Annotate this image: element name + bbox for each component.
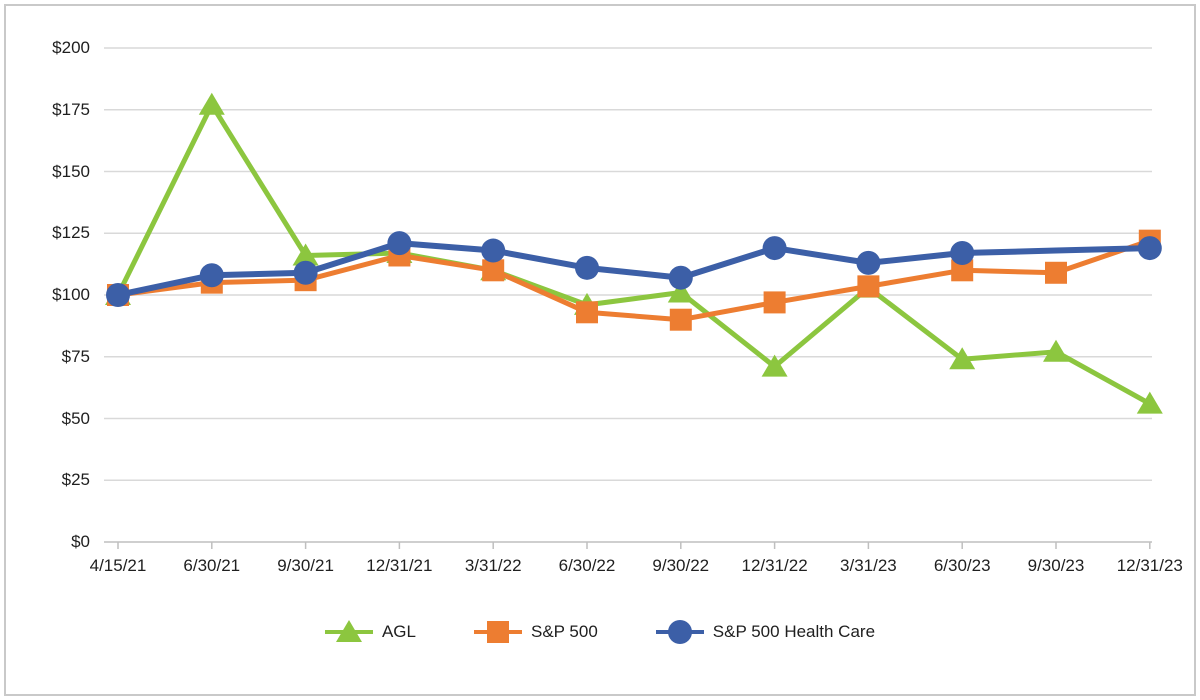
square-marker-s-p-500 bbox=[482, 259, 505, 282]
y-axis-tick-label: $175 bbox=[52, 99, 90, 119]
x-axis-tick-label: 9/30/22 bbox=[652, 556, 710, 575]
x-axis-tick-label: 9/30/23 bbox=[1027, 556, 1085, 575]
y-axis-tick-label: $25 bbox=[61, 470, 90, 490]
circle-legend-marker-icon bbox=[655, 619, 704, 645]
circle-marker-s-p-500-health-care bbox=[1137, 236, 1162, 261]
triangle-marker-agl bbox=[949, 347, 976, 370]
square-legend-marker-icon bbox=[474, 619, 522, 645]
circle-marker-s-p-500-health-care bbox=[762, 236, 787, 261]
circle-marker-s-p-500-health-care bbox=[668, 265, 693, 290]
x-axis-tick-label: 12/31/21 bbox=[366, 556, 433, 575]
circle-marker-s-p-500-health-care bbox=[106, 283, 130, 307]
triangle-marker-agl bbox=[1043, 339, 1069, 362]
legend-label: S&P 500 Health Care bbox=[712, 622, 876, 641]
square-marker-s-p-500 bbox=[951, 259, 974, 282]
x-axis-tick-label: 6/30/21 bbox=[183, 556, 241, 575]
legend-marker bbox=[335, 620, 362, 642]
x-axis-tick-label: 9/30/21 bbox=[277, 556, 334, 575]
circle-marker-s-p-500-health-care bbox=[950, 241, 975, 266]
y-axis-tick-label: $125 bbox=[52, 223, 90, 243]
x-axis-tick-label: 3/31/23 bbox=[840, 556, 897, 575]
legend-item-s-p-500-health-care: S&P 500 Health Care bbox=[655, 619, 876, 645]
y-axis-tick-label: $0 bbox=[71, 532, 90, 551]
triangle-marker-agl bbox=[1136, 391, 1163, 414]
circle-marker-s-p-500-health-care bbox=[481, 238, 506, 263]
legend-marker bbox=[487, 621, 509, 643]
triangle-marker-agl bbox=[292, 243, 319, 266]
circle-marker-s-p-500-health-care bbox=[575, 255, 599, 280]
legend-item-agl: AGL bbox=[324, 619, 416, 645]
square-marker-s-p-500 bbox=[763, 291, 786, 314]
y-axis-tick-label: $100 bbox=[52, 285, 90, 304]
circle-marker-s-p-500-health-care bbox=[199, 263, 224, 288]
triangle-marker-agl bbox=[198, 92, 225, 115]
x-axis-tick-label: 4/15/21 bbox=[89, 556, 147, 575]
series-line-s-p-500 bbox=[115, 238, 1153, 323]
y-axis-tick-label: $50 bbox=[61, 408, 90, 428]
circle-marker-s-p-500-health-care bbox=[856, 250, 881, 275]
square-marker-s-p-500 bbox=[669, 308, 692, 331]
x-axis-tick-label: 6/30/22 bbox=[558, 556, 616, 575]
legend-item-s-p-500: S&P 500 bbox=[474, 619, 598, 645]
x-axis-tick-label: 12/31/22 bbox=[741, 556, 808, 575]
legend-marker bbox=[667, 620, 692, 644]
y-axis-tick-label: $150 bbox=[52, 161, 90, 181]
triangle-legend-marker-icon bbox=[324, 619, 373, 645]
x-axis-tick-label: 12/31/23 bbox=[1116, 556, 1183, 575]
x-axis-tick-label: 3/31/22 bbox=[464, 556, 522, 575]
legend: AGL S&P 500 S&P 500 Health Care bbox=[0, 619, 1200, 645]
legend-label: S&P 500 bbox=[531, 622, 598, 641]
triangle-marker-agl bbox=[761, 354, 788, 377]
series-line-s-p-500-health-care bbox=[115, 240, 1153, 298]
square-marker-s-p-500 bbox=[576, 301, 598, 324]
square-marker-s-p-500 bbox=[1045, 261, 1067, 284]
circle-marker-s-p-500-health-care bbox=[387, 231, 412, 256]
y-axis-tick-label: $75 bbox=[61, 346, 90, 366]
series-line-agl bbox=[115, 102, 1153, 407]
legend-label: AGL bbox=[381, 622, 416, 641]
triangle-marker-agl bbox=[667, 280, 694, 303]
circle-marker-s-p-500-health-care bbox=[293, 260, 318, 285]
x-axis-tick-label: 6/30/23 bbox=[933, 556, 991, 575]
square-marker-s-p-500 bbox=[857, 275, 880, 298]
y-axis-tick-label: $200 bbox=[52, 38, 90, 57]
